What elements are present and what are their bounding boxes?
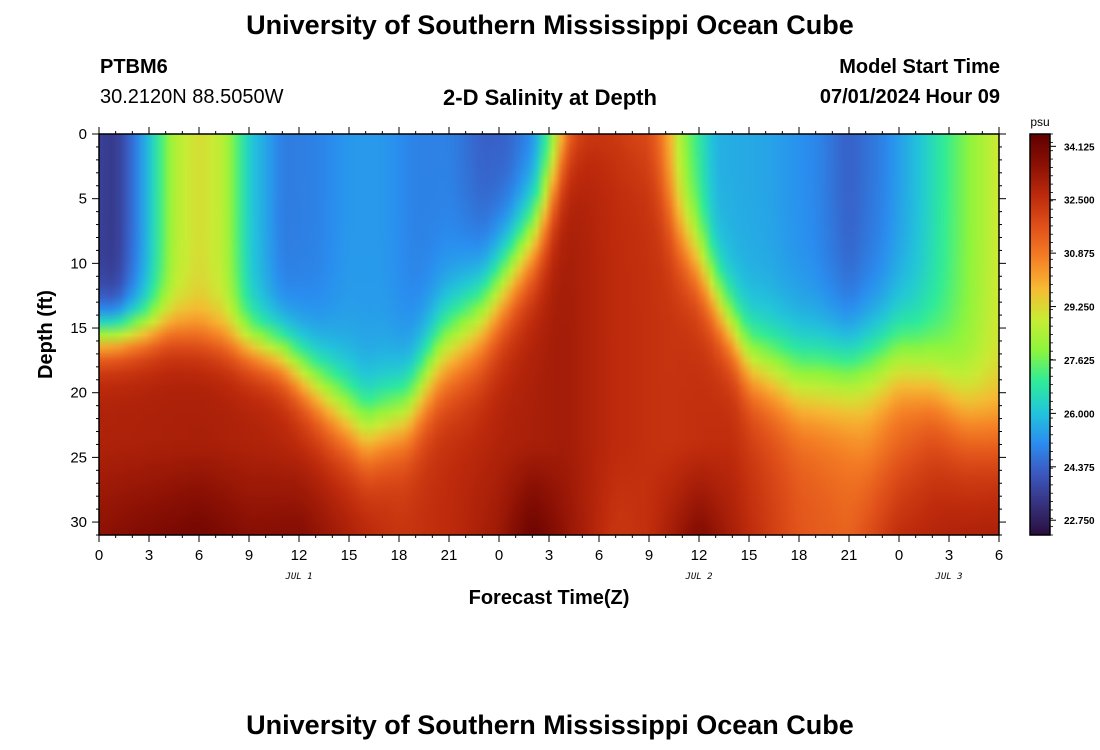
colorbar-tick-label: 34.125 (1064, 142, 1095, 153)
plot-title: 2-D Salinity at Depth (443, 85, 657, 110)
y-tick-label: 5 (79, 191, 87, 208)
x-axis-label: Forecast Time(Z) (469, 587, 630, 609)
station-coordinates: 30.2120N 88.5050W (100, 86, 284, 108)
colorbar-tick-label: 30.875 (1064, 249, 1095, 260)
x-tick-label: 6 (595, 547, 603, 564)
x-tick-label: 3 (145, 547, 153, 564)
page-title: University of Southern Mississippi Ocean… (246, 10, 854, 40)
x-tick-label: 9 (645, 547, 653, 564)
x-tick-label: 15 (341, 547, 358, 564)
y-tick-label: 20 (70, 385, 87, 402)
colorbar-tick-label: 26.000 (1064, 409, 1095, 420)
x-tick-label: 3 (945, 547, 953, 564)
y-tick-label: 15 (70, 320, 87, 337)
salinity-heatmap (99, 134, 999, 535)
model-start-value: 07/01/2024 Hour 09 (819, 86, 1000, 108)
colorbar-tick-label: 24.375 (1064, 463, 1095, 474)
colorbar-unit: psu (1030, 115, 1049, 129)
colorbar-tick-label: 32.500 (1064, 196, 1095, 207)
y-tick-label: 0 (79, 126, 87, 143)
x-tick-label: 6 (995, 547, 1003, 564)
x-date-label: JUL 1 (284, 572, 312, 582)
y-tick-label: 10 (70, 255, 87, 272)
y-axis-label: Depth (ft) (35, 290, 57, 379)
colorbar-tick-label: 29.250 (1064, 303, 1095, 314)
bottom-page-title: University of Southern Mississippi Ocean… (246, 710, 854, 740)
x-tick-label: 0 (495, 547, 503, 564)
y-tick-label: 30 (70, 514, 87, 531)
x-date-label: JUL 2 (684, 572, 712, 582)
x-tick-label: 3 (545, 547, 553, 564)
x-tick-label: 18 (391, 547, 408, 564)
x-tick-label: 6 (195, 547, 203, 564)
x-tick-label: 9 (245, 547, 253, 564)
colorbar-tick-label: 22.750 (1064, 516, 1095, 527)
x-tick-label: 12 (691, 547, 708, 564)
y-tick-label: 25 (70, 449, 87, 466)
x-tick-label: 15 (741, 547, 758, 564)
station-id: PTBM6 (100, 56, 168, 78)
model-start-label: Model Start Time (839, 56, 1000, 78)
x-tick-label: 21 (441, 547, 458, 564)
x-tick-label: 0 (895, 547, 903, 564)
x-tick-label: 21 (841, 547, 858, 564)
colorbar-tick-label: 27.625 (1064, 356, 1095, 367)
x-tick-label: 0 (95, 547, 103, 564)
x-tick-label: 18 (791, 547, 808, 564)
colorbar (1029, 133, 1051, 536)
x-tick-label: 12 (291, 547, 308, 564)
x-date-label: JUL 3 (934, 572, 962, 582)
